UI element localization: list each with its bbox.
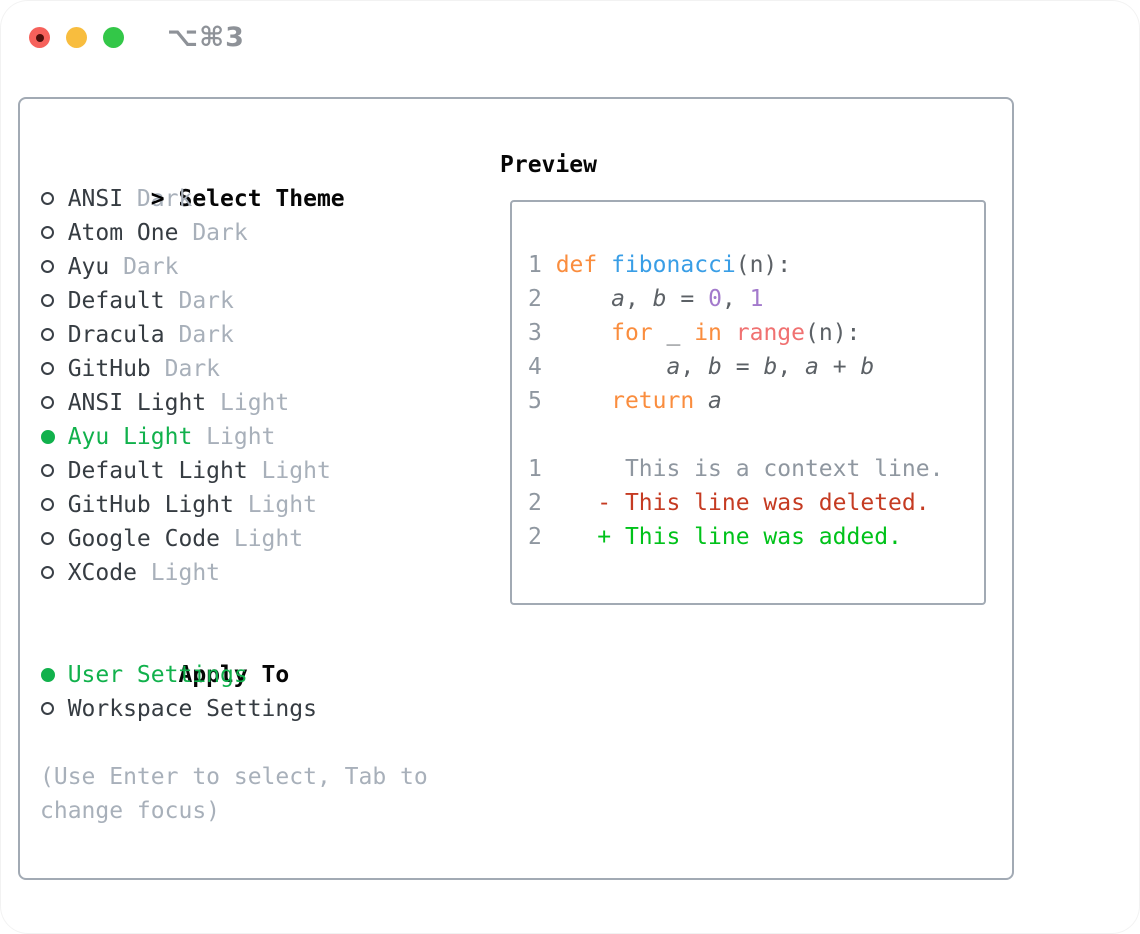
spacer [40,590,428,624]
code-line: 2 a, b = 0, 1 [528,286,764,312]
theme-option-xcode[interactable]: XCode Light [40,556,428,590]
theme-variant-label: Light [192,424,276,450]
window-controls [29,27,124,48]
theme-variant-label: Light [206,390,290,416]
select-theme-header: > Select Theme [40,148,428,212]
theme-option-google-code[interactable]: Google Code Light [40,522,428,556]
select-theme-title: Select Theme [178,186,345,212]
option-label: Default [67,288,165,314]
theme-option-github[interactable]: GitHub Dark [40,352,428,386]
option-label: ANSI [67,186,124,212]
theme-option-ayu-light[interactable]: Ayu Light Light [40,420,428,454]
close-dot-icon [35,33,44,42]
preview-pane: 1 def fibonacci(n): 2 a, b = 0, 1 3 for _ … [510,200,986,605]
option-label: Workspace Settings [67,696,317,722]
radio-icon [40,250,68,284]
option-label: GitHub Light [67,492,234,518]
hint-line-2: change focus) [40,798,221,824]
minimize-button[interactable] [66,27,87,48]
theme-variant-label: Light [136,560,221,586]
apply-option-user-settings[interactable]: User Settings [40,658,428,692]
option-label: Ayu Light [67,424,193,450]
code-line: 3 for _ in range(n): [528,320,861,346]
apply-to-indent [151,658,179,692]
theme-variant-label: Dark [164,288,234,314]
diff-added-line: 2 + This line was added. [528,524,902,550]
radio-icon [40,352,68,386]
radio-icon [40,488,68,522]
radio-icon [40,692,68,726]
radio-selected-icon [40,420,68,454]
apply-to-list: User Settings Workspace Settings [40,658,428,726]
option-label: GitHub [67,356,151,382]
option-label: ANSI Light [67,390,207,416]
diff-deleted-line: 2 - This line was deleted. [528,490,930,516]
apply-to-title: Apply To [178,662,290,688]
option-label: Default Light [67,458,248,484]
theme-list: ANSI Dark Atom One Dark Ayu Dark Default Da… [40,182,428,590]
option-label: Dracula [67,322,165,348]
radio-icon [40,522,68,556]
radio-icon [40,284,68,318]
radio-selected-icon [40,658,68,692]
theme-variant-label: Dark [109,254,179,280]
theme-option-default-light[interactable]: Default Light Light [40,454,428,488]
theme-option-default[interactable]: Default Dark [40,284,428,318]
option-label: XCode [67,560,137,586]
window-title: ⌥⌘3 [167,22,245,53]
theme-picker-panel: > Select Theme ANSI Dark Atom One Dark Ayu … [18,97,1014,880]
code-line: 5 return a [528,388,722,414]
hint-line-1: (Use Enter to select, Tab to [40,764,428,790]
option-label: Ayu [67,254,110,280]
option-label: Atom One [67,220,179,246]
theme-variant-label: Light [233,492,317,518]
theme-variant-label: Dark [123,186,193,212]
theme-variant-label: Dark [164,322,234,348]
apply-option-workspace-settings[interactable]: Workspace Settings [40,692,428,726]
close-button[interactable] [29,27,50,48]
radio-icon [40,556,68,590]
code-line: 1 def fibonacci(n): [528,252,792,278]
theme-variant-label: Light [247,458,331,484]
selection-arrow-icon: > [150,186,165,212]
theme-option-dracula[interactable]: Dracula Dark [40,318,428,352]
spacer [40,726,428,760]
theme-option-ayu[interactable]: Ayu Dark [40,250,428,284]
diff-context-line: 1 This is a context line. [528,456,944,482]
theme-variant-label: Dark [178,220,248,246]
code-line: 4 a, b = b, a + b [528,354,875,380]
blank-line [528,418,984,452]
radio-icon [40,216,68,250]
radio-icon [40,454,68,488]
apply-to-header: Apply To [40,624,428,688]
option-label: Google Code [67,526,221,552]
radio-icon [40,386,68,420]
theme-list-column: > Select Theme ANSI Dark Atom One Dark Ayu … [40,148,428,828]
option-label: User Settings [67,662,248,688]
theme-option-ansi[interactable]: ANSI Dark [40,182,428,216]
theme-variant-label: Light [220,526,304,552]
theme-option-ansi-light[interactable]: ANSI Light Light [40,386,428,420]
theme-variant-label: Dark [150,356,221,382]
zoom-button[interactable] [103,27,124,48]
radio-icon [40,182,68,216]
radio-icon [40,318,68,352]
preview-title: Preview [500,152,597,178]
preview-code: 1 def fibonacci(n): 2 a, b = 0, 1 3 for _ … [512,202,984,554]
theme-option-atom-one[interactable]: Atom One Dark [40,216,428,250]
theme-option-github-light[interactable]: GitHub Light Light [40,488,428,522]
